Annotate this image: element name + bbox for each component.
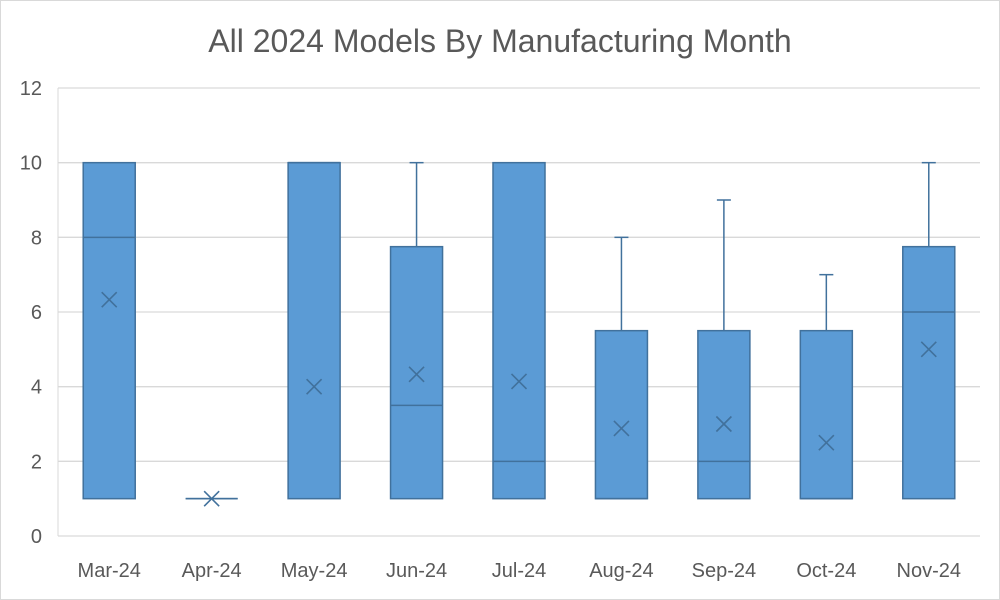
y-tick-label: 8 bbox=[31, 227, 42, 249]
x-tick-label: Nov-24 bbox=[897, 560, 961, 582]
mean-marker bbox=[920, 341, 937, 358]
box-nov-24 bbox=[902, 161, 956, 500]
y-tick-label: 0 bbox=[31, 526, 42, 548]
box-oct-24 bbox=[799, 273, 854, 500]
box-jun-24 bbox=[389, 161, 444, 500]
y-tick-label: 12 bbox=[20, 78, 42, 100]
iqr-box bbox=[697, 329, 751, 500]
x-tick-label: May-24 bbox=[281, 560, 348, 582]
mean-marker bbox=[715, 415, 732, 433]
box-apr-24 bbox=[185, 490, 238, 507]
mean-marker-stroke bbox=[408, 366, 425, 383]
mean-marker bbox=[818, 434, 835, 451]
iqr-box bbox=[902, 245, 956, 500]
x-tick-label: Mar-24 bbox=[78, 560, 141, 582]
mean-marker bbox=[203, 490, 220, 507]
mean-marker bbox=[613, 420, 630, 437]
mean-marker bbox=[101, 291, 118, 308]
mean-marker-stroke bbox=[818, 434, 835, 451]
chart-title: All 2024 Models By Manufacturing Month bbox=[208, 23, 791, 59]
box-may-24 bbox=[287, 161, 341, 500]
x-axis: Mar-24 Apr-24 May-24 Jun-24 Jul-24 Aug-24 Sep-… bbox=[78, 560, 961, 582]
mean-marker-stroke bbox=[306, 378, 323, 395]
box-mar-24 bbox=[82, 161, 136, 500]
box-sep-24 bbox=[697, 199, 751, 500]
iqr-box bbox=[287, 161, 341, 500]
mean-marker bbox=[408, 366, 425, 383]
mean-marker-stroke bbox=[715, 415, 732, 433]
mean-marker-stroke bbox=[101, 291, 118, 308]
iqr-box bbox=[492, 161, 546, 500]
iqr-box bbox=[799, 329, 854, 500]
x-tick-label: Oct-24 bbox=[796, 560, 856, 582]
x-tick-label: Jun-24 bbox=[386, 560, 447, 582]
iqr-box bbox=[82, 161, 136, 500]
x-tick-label: Apr-24 bbox=[182, 560, 242, 582]
boxes bbox=[82, 161, 956, 507]
iqr-box bbox=[594, 329, 649, 500]
mean-marker-stroke bbox=[613, 420, 630, 437]
mean-marker bbox=[306, 378, 323, 395]
y-tick-label: 10 bbox=[20, 153, 42, 175]
mean-marker-stroke bbox=[510, 373, 528, 390]
x-tick-label: Jul-24 bbox=[492, 560, 546, 582]
box-aug-24 bbox=[594, 236, 649, 500]
y-tick-label: 4 bbox=[31, 377, 42, 399]
mean-marker-stroke bbox=[920, 341, 937, 358]
x-tick-label: Aug-24 bbox=[589, 560, 654, 582]
mean-marker bbox=[510, 373, 528, 390]
y-axis: 0 2 4 6 8 10 12 bbox=[20, 78, 42, 548]
y-tick-label: 2 bbox=[31, 451, 42, 473]
x-tick-label: Sep-24 bbox=[692, 560, 757, 582]
y-tick-label: 6 bbox=[31, 302, 42, 324]
box-jul-24 bbox=[492, 161, 546, 500]
iqr-box bbox=[389, 245, 444, 500]
mean-marker-stroke bbox=[203, 490, 220, 507]
